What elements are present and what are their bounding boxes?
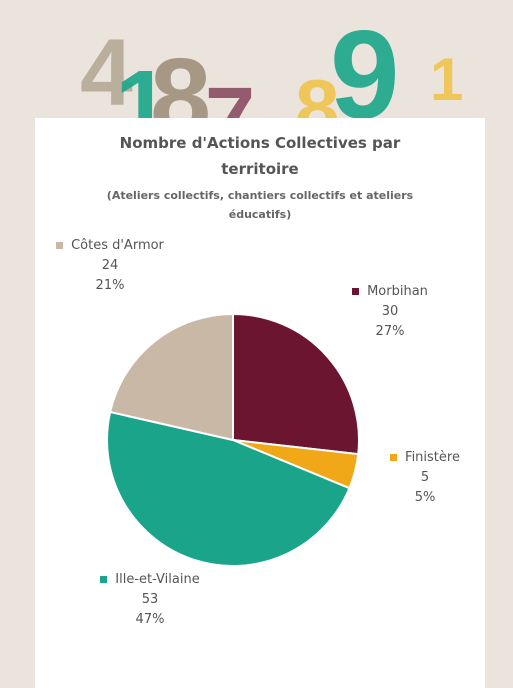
chart-subtitle: (Ateliers collectifs, chantiers collecti…	[106, 189, 414, 221]
decoration-digit: 1	[430, 46, 463, 113]
data-label: Morbihan 30 27%	[335, 282, 445, 342]
decoration-digit: 1	[115, 50, 171, 130]
label-percent: 27%	[375, 324, 405, 339]
label-category: Ille-et-Vilaine	[115, 572, 200, 587]
label-name-line: Finistère	[370, 448, 480, 468]
pie-slice	[106, 410, 351, 567]
legend-swatch	[56, 242, 64, 249]
label-value: 53	[141, 592, 159, 607]
label-name-line: Ille-et-Vilaine	[95, 570, 205, 590]
label-percent: 5%	[414, 490, 436, 505]
legend-swatch	[100, 576, 108, 583]
decoration-digit: 4	[80, 20, 133, 126]
label-value: 5	[420, 470, 430, 485]
data-label: Côtes d'Armor 24 21%	[55, 236, 165, 296]
data-label: Finistère 5 5%	[370, 448, 480, 508]
decoration-digit: 8	[150, 36, 211, 130]
label-name-line: Morbihan	[335, 282, 445, 302]
label-category: Côtes d'Armor	[71, 238, 164, 253]
chart-title: Nombre d'Actions Collectives par territo…	[119, 134, 401, 178]
label-category: Morbihan	[367, 284, 428, 299]
label-name-line: Côtes d'Armor	[55, 236, 165, 256]
label-percent: 47%	[135, 612, 165, 627]
label-percent: 21%	[95, 278, 125, 293]
legend-swatch	[390, 454, 398, 461]
data-label: Ille-et-Vilaine 53 47%	[95, 570, 205, 630]
label-value: 30	[381, 304, 399, 319]
label-category: Finistère	[405, 450, 460, 465]
pie-slice	[108, 312, 234, 442]
pie-slice	[232, 312, 360, 456]
decoration-digit: 9	[330, 6, 400, 130]
legend-swatch	[352, 288, 360, 295]
label-value: 24	[101, 258, 119, 273]
